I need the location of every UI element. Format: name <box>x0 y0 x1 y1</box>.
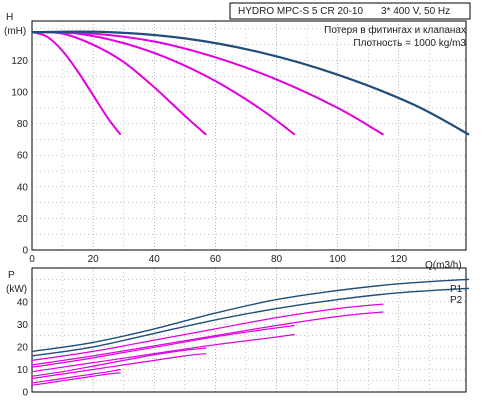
flow-tick-label: 100 <box>329 254 346 265</box>
note-losses: Потеря в фитингах и клапанах <box>324 24 466 36</box>
power-curve-1-pumps <box>31 368 121 384</box>
power-tick-label: 30 <box>17 320 29 331</box>
power-curve-4-pumps <box>31 303 384 361</box>
note-density: Плотность = 1000 kg/m3 <box>353 38 466 49</box>
head-tick-label: 20 <box>17 214 29 225</box>
flow-tick-label: 20 <box>88 254 100 265</box>
power-curve-3-pumps <box>31 324 295 368</box>
head-tick-label: 120 <box>11 56 28 67</box>
head-tick-label: 100 <box>11 88 28 99</box>
power-tick-label: 40 <box>17 297 29 308</box>
flow-tick-label: 0 <box>29 254 35 265</box>
legend-p2: P2 <box>450 295 463 306</box>
legend-p1: P1 <box>450 284 463 295</box>
power-axis-unit: (kW) <box>6 284 27 295</box>
head-curve-1-pumps <box>31 31 122 136</box>
head-chart-tick-labels: 0 20 40 60 80 100 120 0 20 40 60 80 100 120 <box>11 56 407 265</box>
head-axis-unit: (mH) <box>4 26 26 37</box>
flow-tick-label: 80 <box>271 254 283 265</box>
power-chart-tick-labels: 0 10 20 30 40 <box>17 297 29 398</box>
power-curve-p2 <box>31 287 470 357</box>
head-curve-4-pumps <box>31 31 385 136</box>
power-curve-1-pumps <box>31 372 121 386</box>
power-tick-label: 10 <box>17 365 29 376</box>
power-curve-2-pumps <box>31 347 207 377</box>
power-tick-label: 20 <box>17 342 29 353</box>
flow-axis-label: Q(m3/h) <box>425 260 462 271</box>
head-axis-symbol: H <box>6 12 13 23</box>
head-tick-label: 80 <box>17 119 29 130</box>
flow-tick-label: 60 <box>210 254 222 265</box>
head-curve-2-pumps <box>31 31 207 136</box>
power-curve-3-pumps <box>31 333 295 373</box>
head-chart-frame <box>31 20 467 251</box>
flow-tick-label: 120 <box>390 254 407 265</box>
power-tick-label: 0 <box>22 388 28 399</box>
power-curves <box>31 278 470 386</box>
power-chart-frame <box>31 267 467 393</box>
head-tick-label: 40 <box>17 182 29 193</box>
header-model: HYDRO MPC-S 5 CR 20-10 <box>238 6 363 17</box>
head-chart-grid <box>32 21 466 250</box>
flow-tick-label: 40 <box>149 254 161 265</box>
head-tick-label: 0 <box>22 246 28 257</box>
head-curve-5-pumps <box>31 30 470 136</box>
header-supply: 3* 400 V, 50 Hz <box>381 6 450 17</box>
power-curve-p1 <box>31 278 470 353</box>
header-box <box>229 2 471 20</box>
power-axis-symbol: P <box>8 270 15 281</box>
power-curve-2-pumps <box>31 353 207 380</box>
head-curve-3-pumps <box>31 31 296 136</box>
head-tick-label: 60 <box>17 151 29 162</box>
head-curves <box>31 30 470 136</box>
power-curve-4-pumps <box>31 311 384 366</box>
